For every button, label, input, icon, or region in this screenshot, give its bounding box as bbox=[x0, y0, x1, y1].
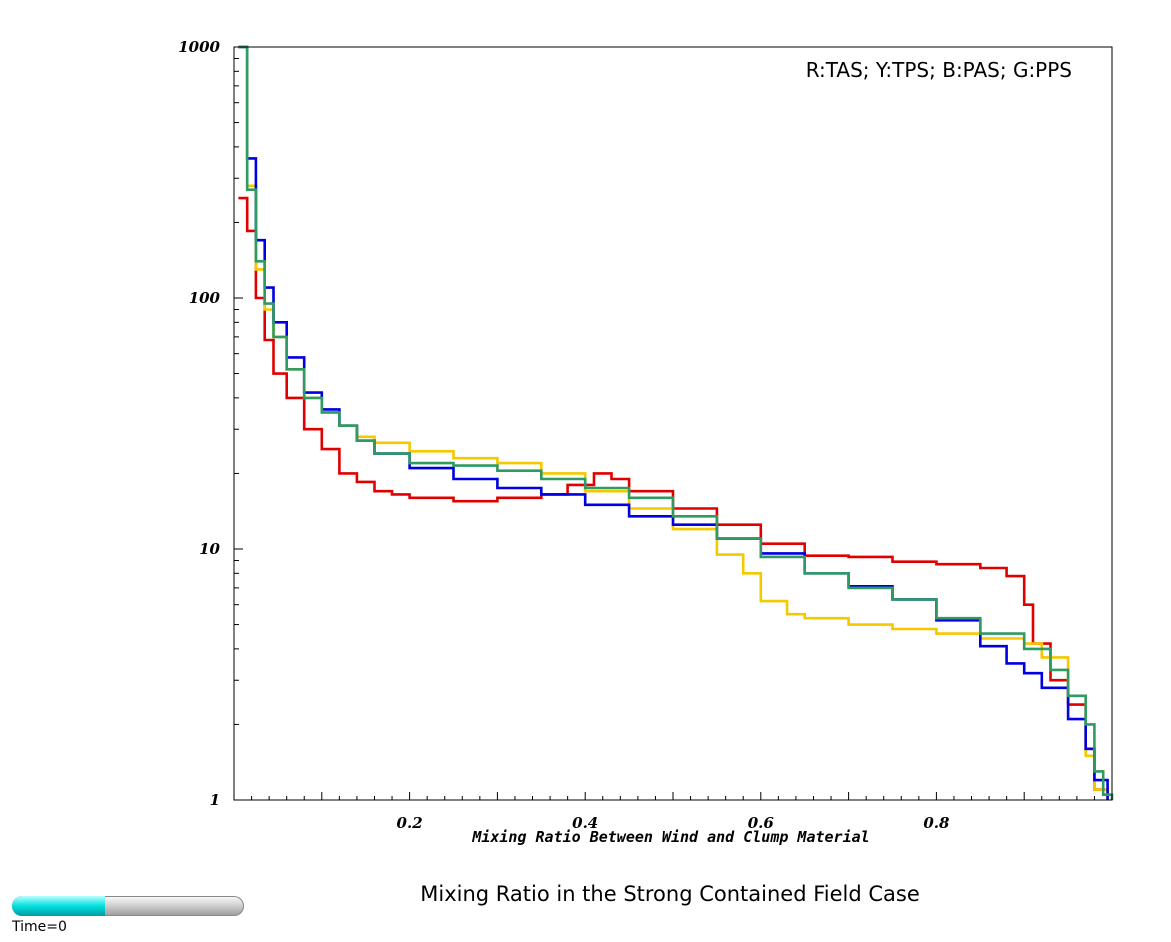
time-label: Time=0 bbox=[12, 919, 67, 935]
plot-frame bbox=[233, 46, 1113, 801]
chart-plot: 0.2 0.4 0.6 0.8 1 10 100 1000 R:TAS; Y:TPS; B:P… bbox=[178, 38, 1114, 846]
series-line-0 bbox=[238, 196, 1109, 800]
series-layer bbox=[238, 45, 1114, 800]
x-tick-label: 0.6 bbox=[748, 814, 775, 832]
chart-title: Mixing Ratio in the Strong Contained Fie… bbox=[420, 882, 920, 906]
x-axis-title: Mixing Ratio Between Wind and Clump Mate… bbox=[471, 828, 869, 846]
series-line-3 bbox=[238, 45, 1114, 800]
legend-text: R:TAS; Y:TPS; B:PAS; G:PPS bbox=[806, 58, 1072, 82]
time-slider-fill bbox=[12, 896, 105, 916]
time-slider[interactable] bbox=[12, 896, 244, 916]
y-tick-label: 10 bbox=[199, 540, 220, 558]
y-tick-label: 1 bbox=[210, 791, 220, 809]
tick-labels: 0.2 0.4 0.6 0.8 1 10 100 1000 bbox=[178, 38, 950, 832]
series-line-2 bbox=[238, 45, 1109, 800]
x-tick-label: 0.4 bbox=[572, 814, 598, 832]
series-line-1 bbox=[238, 45, 1109, 800]
x-tick-label: 0.2 bbox=[397, 814, 423, 832]
y-tick-label: 100 bbox=[189, 289, 221, 307]
y-tick-label: 1000 bbox=[178, 38, 220, 56]
x-tick-label: 0.8 bbox=[923, 814, 950, 832]
axis-ticks bbox=[234, 57, 1095, 801]
